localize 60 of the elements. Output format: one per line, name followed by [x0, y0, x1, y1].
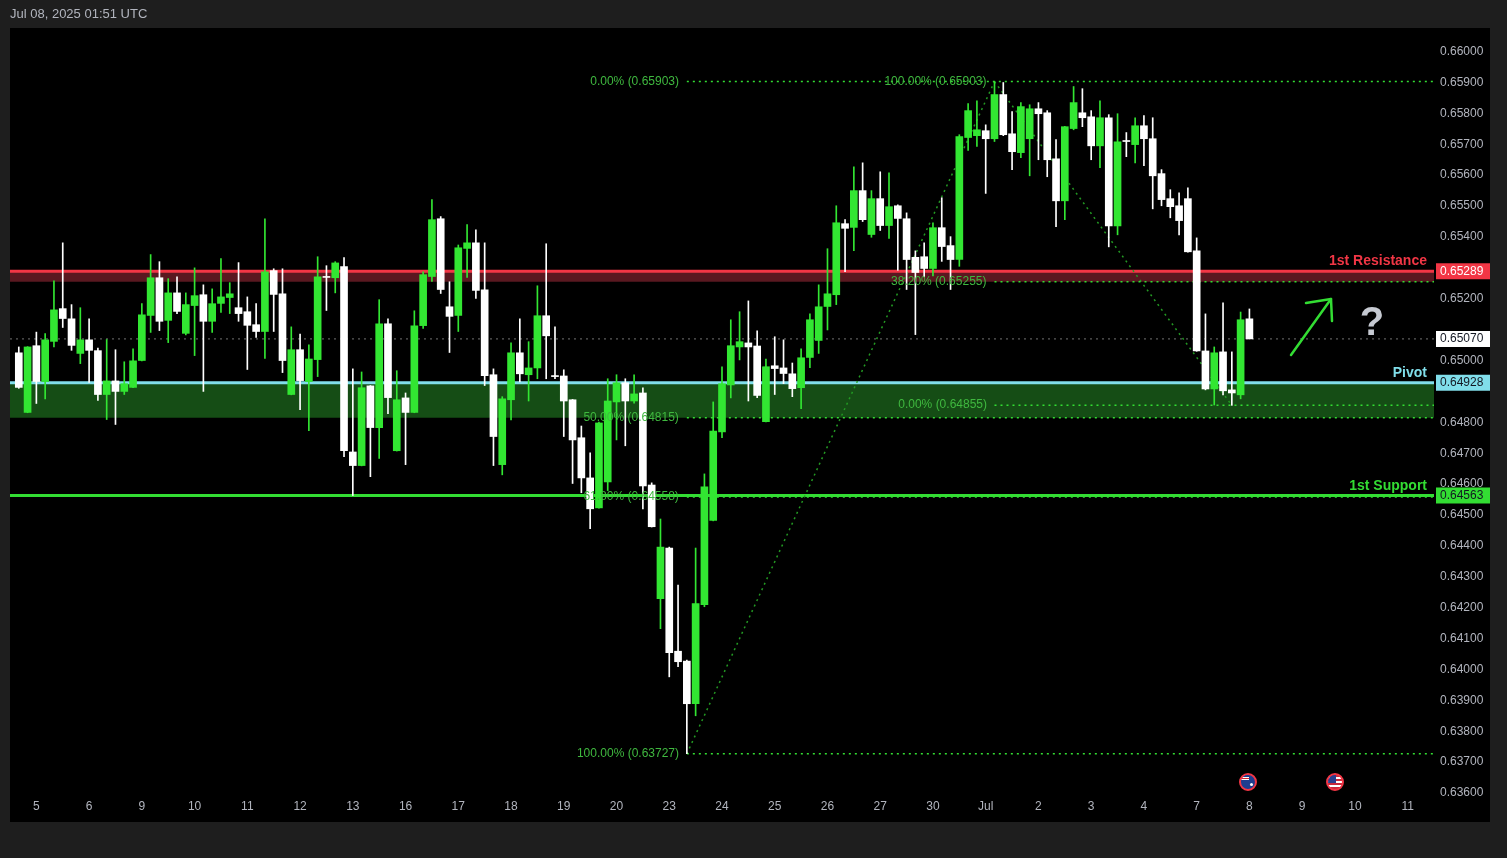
y-tick-label: 0.64700 [1440, 445, 1484, 460]
y-tick-label: 0.63600 [1440, 785, 1484, 800]
ref-line-label: 1st Resistance [1328, 252, 1428, 269]
x-tick-label: 9 [1298, 798, 1306, 813]
y-tick-label: 0.66000 [1440, 43, 1484, 58]
x-tick-label: 11 [241, 798, 254, 813]
x-tick-label: 27 [873, 798, 888, 813]
x-tick-label: 30 [926, 798, 940, 813]
y-tick-label: 0.63900 [1440, 692, 1484, 707]
annotation: 100.00% (0.65903) [884, 73, 987, 88]
y-tick-label: 0.65800 [1440, 105, 1484, 120]
x-tick-label: 20 [609, 798, 624, 813]
x-tick-label: 25 [768, 798, 782, 813]
y-tick-label: 0.65900 [1440, 74, 1484, 89]
x-tick-label: 12 [293, 798, 308, 813]
y-tick-label: 0.65070 [1440, 331, 1484, 346]
x-tick-label: 10 [187, 798, 202, 813]
x-tick-label: 3 [1087, 798, 1095, 813]
ref-line-label: 1st Support [1349, 476, 1428, 493]
x-tick-label: 2 [1035, 798, 1043, 813]
x-tick-label: 24 [715, 798, 729, 813]
annotation: 0.00% (0.64855) [898, 397, 987, 412]
annotation: 0.00% (0.65903) [590, 74, 679, 89]
y-tick-label: 0.64300 [1440, 569, 1484, 584]
annotation: ? [1359, 299, 1385, 344]
x-tick-label: 19 [557, 798, 571, 813]
ref-line-label: Pivot [1392, 363, 1428, 380]
text: Jul 08, 2025 01:51 UTC [10, 5, 148, 21]
y-tick-label: 0.63800 [1440, 723, 1484, 738]
y-tick-label: 0.65000 [1440, 352, 1484, 367]
x-tick-label: 8 [1246, 798, 1254, 813]
x-tick-label: 6 [85, 798, 93, 813]
y-tick-label: 0.64928 [1440, 375, 1484, 390]
x-tick-label: 17 [451, 798, 466, 813]
x-tick-label: 13 [346, 798, 360, 813]
y-tick-label: 0.64400 [1440, 538, 1484, 553]
annotation: 100.00% (0.63727) [576, 746, 679, 761]
y-tick-label: 0.65400 [1440, 229, 1484, 244]
x-tick-label: 10 [1348, 798, 1362, 813]
y-tick-label: 0.63700 [1440, 754, 1484, 769]
x-tick-label: 7 [1193, 798, 1201, 813]
x-tick-label: 11 [1401, 798, 1415, 813]
x-tick-label: 18 [504, 798, 519, 813]
x-tick-label: 9 [138, 798, 146, 813]
y-tick-label: 0.64500 [1440, 507, 1484, 522]
x-tick-label: 23 [662, 798, 677, 813]
x-tick-label: 26 [820, 798, 835, 813]
x-tick-label: 4 [1140, 798, 1148, 813]
y-tick-label: 0.64200 [1440, 599, 1484, 614]
y-tick-label: 0.65200 [1440, 291, 1484, 306]
y-tick-label: 0.64100 [1440, 630, 1484, 645]
y-tick-label: 0.64000 [1440, 661, 1484, 676]
y-tick-label: 0.65289 [1440, 263, 1484, 278]
x-tick-label: 5 [33, 798, 41, 813]
x-tick-label: Jul [978, 798, 994, 813]
y-tick-label: 0.65700 [1440, 136, 1484, 151]
x-tick-label: 16 [398, 798, 413, 813]
y-tick-label: 0.64800 [1440, 414, 1484, 429]
y-tick-label: 0.65600 [1440, 167, 1484, 182]
y-tick-label: 0.65500 [1440, 198, 1484, 213]
